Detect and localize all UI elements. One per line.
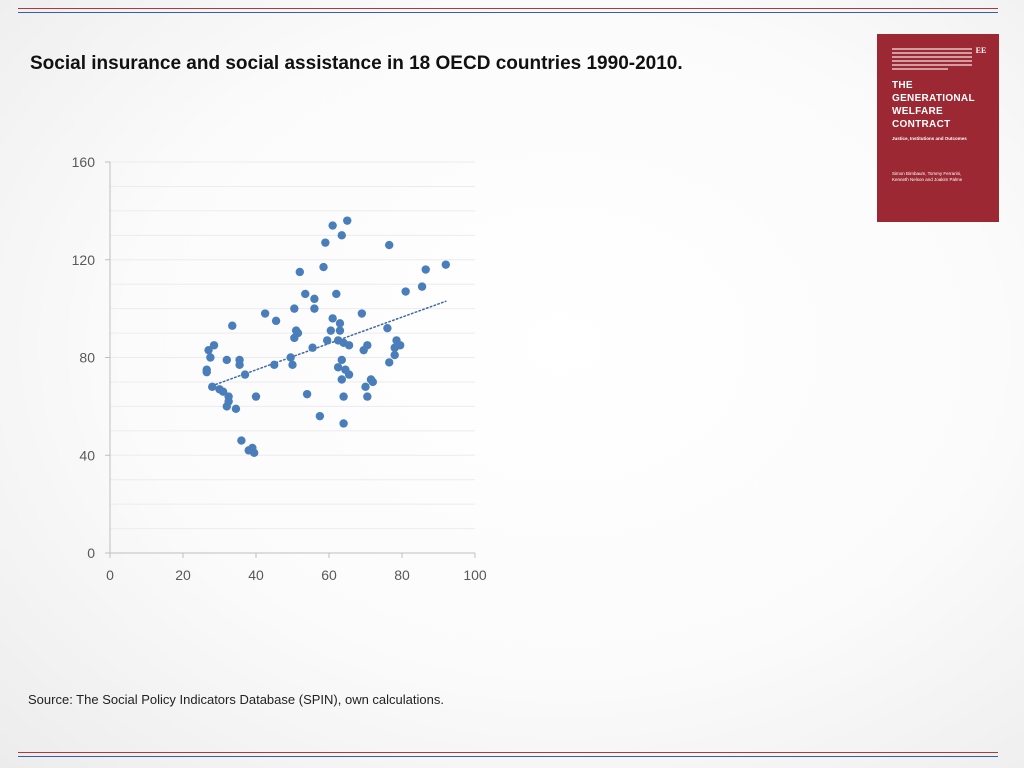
data-point [333,363,343,372]
data-point [288,360,297,370]
data-point [335,319,345,328]
data-point [344,341,354,350]
y-tick-label: 80 [79,350,95,366]
book-cover-authors: Simon Birnbaum, Tommy Ferrarini, Kenneth… [892,171,963,182]
x-tick-label: 100 [463,567,487,583]
data-point [337,231,346,240]
data-point [339,419,348,428]
data-point [326,326,336,335]
chart-points [202,216,450,458]
data-point [441,260,450,269]
data-point [286,353,295,362]
data-point [335,326,345,335]
data-point [310,294,319,304]
x-tick-label: 40 [248,567,264,583]
data-point [290,304,299,313]
book-cover-image: EE THE GENERATIONAL WELFARE CONTRACT Jus… [877,34,999,222]
data-point [206,353,215,362]
bottom-rule-red [18,752,998,753]
x-tick-label: 0 [106,567,114,583]
chart-axes [105,161,476,558]
data-point [328,314,337,323]
data-point [308,343,317,352]
data-point [363,392,372,401]
data-point [208,382,217,392]
data-point [251,392,261,401]
book-cover-blurb [892,48,972,72]
y-tick-label: 0 [87,545,95,561]
data-point [337,375,346,384]
top-rule-blue [18,12,998,13]
data-point [319,262,328,272]
data-point [293,328,303,338]
chart-tick-labels: 0 40 80 120 160 0 20 40 60 80 100 [72,154,487,583]
data-point [209,341,219,350]
x-tick-label: 20 [175,567,191,583]
data-point [231,404,241,414]
data-point [368,377,377,387]
x-tick-label: 60 [321,567,337,583]
book-cover-subtitle: Justice, Institutions and Outcomes [892,136,967,141]
data-point [204,345,213,355]
y-tick-label: 160 [72,154,96,170]
data-point [385,358,394,367]
bottom-rule-blue [18,756,998,757]
data-point [344,370,354,379]
top-rule-red [18,8,998,9]
data-point [417,282,427,291]
data-point [339,392,348,401]
data-point [332,289,341,299]
data-point [222,355,231,365]
source-note: Source: The Social Policy Indicators Dat… [28,692,444,707]
data-point [328,221,337,230]
book-cover-title: THE GENERATIONAL WELFARE CONTRACT [892,80,975,130]
data-point [390,350,399,360]
data-point [401,287,410,296]
data-point [310,304,319,313]
data-point [322,336,332,345]
data-point [249,448,259,458]
publisher-logo: EE [975,46,987,55]
trendline [215,300,447,386]
data-point [271,316,281,326]
data-point [321,238,330,247]
data-point [240,370,250,379]
data-point [361,382,370,392]
y-tick-label: 40 [79,447,95,463]
chart-trendline [215,300,447,386]
x-tick-label: 80 [394,567,410,583]
data-point [315,411,325,421]
data-point [260,309,270,318]
data-point [295,267,304,277]
data-point [357,309,367,318]
data-point [218,387,228,396]
data-point [395,341,405,350]
data-point [224,397,233,406]
chart-gridlines [110,161,475,530]
page-title: Social insurance and social assistance i… [30,53,683,74]
data-point [363,341,372,350]
data-point [270,360,279,370]
data-point [228,321,237,330]
data-point [385,240,394,250]
data-point [383,323,392,333]
data-point [235,360,244,370]
data-point [421,265,430,274]
data-point [343,216,352,225]
data-point [301,289,310,299]
data-point [337,355,346,365]
y-tick-label: 120 [72,252,96,268]
data-point [302,389,312,399]
data-point [202,367,211,377]
data-point [237,436,246,445]
